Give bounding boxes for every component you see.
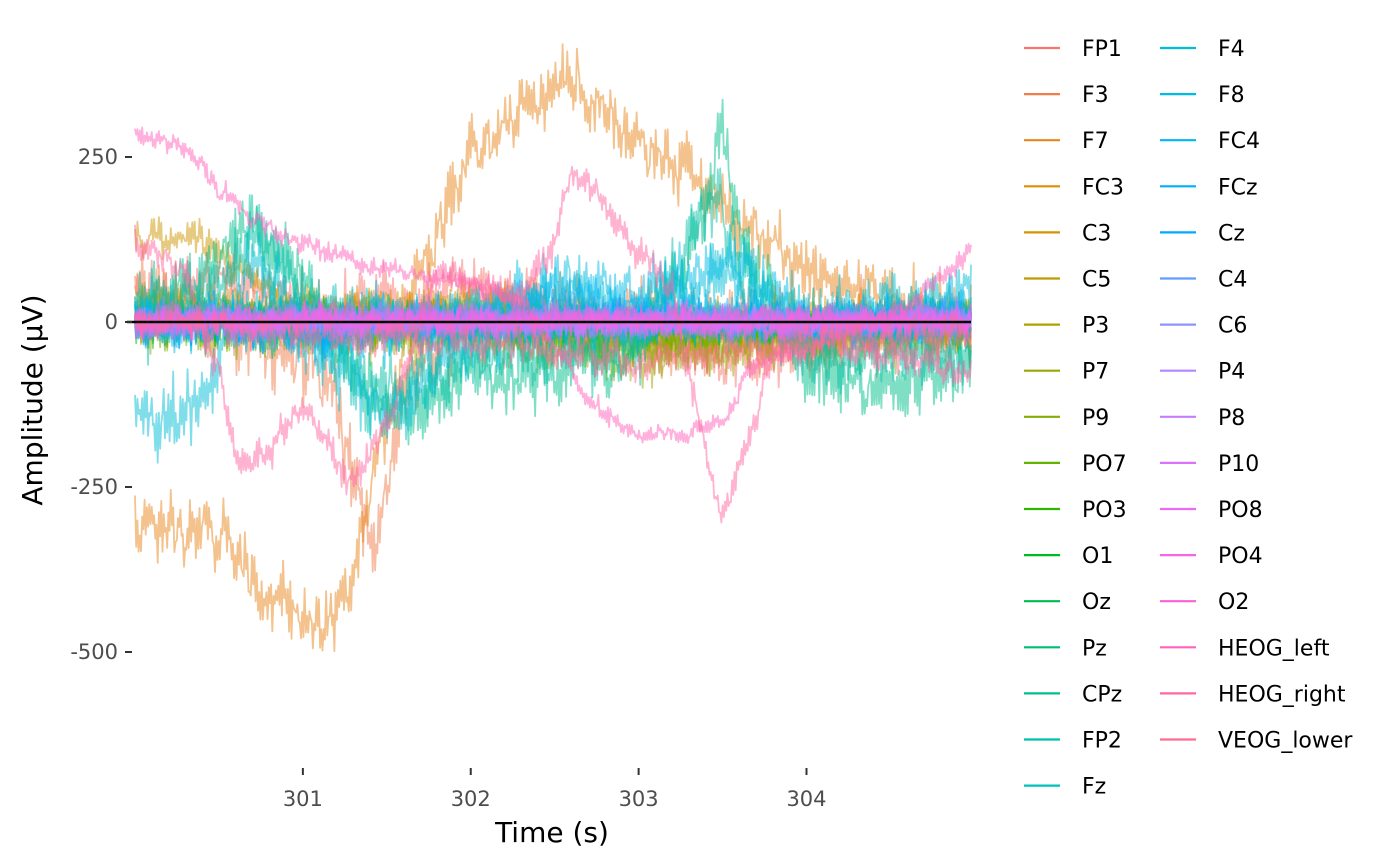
legend-item-fc4: FC4 xyxy=(1160,129,1260,154)
legend-item-p7: P7 xyxy=(1024,360,1109,385)
y-tick-label: 250 xyxy=(78,145,118,169)
legend-item-fcz: FCz xyxy=(1160,175,1258,200)
legend-label: F4 xyxy=(1218,37,1245,62)
legend: FP1 F3 F7 FC3 C3 C5 P3 P7 P9 PO7 PO3 O1 Oz Pz CPz FP2 Fz… xyxy=(1024,37,1353,800)
legend-item-c6: C6 xyxy=(1160,314,1247,339)
legend-item-o2: O2 xyxy=(1160,590,1249,615)
legend-label: PO8 xyxy=(1218,498,1263,523)
legend-label: FC4 xyxy=(1218,129,1260,154)
y-axis: 250 0 -250 -500 xyxy=(70,145,132,664)
legend-item-fz: Fz xyxy=(1024,775,1106,800)
legend-item-f7: F7 xyxy=(1024,129,1109,154)
legend-item-c5: C5 xyxy=(1024,268,1111,293)
y-tick-label: -250 xyxy=(70,475,118,499)
legend-label: O1 xyxy=(1082,544,1113,569)
legend-item-po3: PO3 xyxy=(1024,498,1127,523)
legend-item-cz: Cz xyxy=(1160,221,1245,246)
legend-label: P8 xyxy=(1218,406,1245,431)
x-tick-label: 302 xyxy=(451,787,491,811)
legend-label: FCz xyxy=(1218,175,1258,200)
legend-item-f4: F4 xyxy=(1160,37,1245,62)
legend-item-veog-lower: VEOG_lower xyxy=(1160,729,1353,754)
legend-label: Pz xyxy=(1082,636,1107,661)
legend-label: VEOG_lower xyxy=(1218,729,1353,754)
legend-item-p3: P3 xyxy=(1024,314,1109,339)
legend-label: F7 xyxy=(1082,129,1109,154)
legend-label: P7 xyxy=(1082,360,1109,385)
legend-label: Fz xyxy=(1082,775,1106,800)
legend-item-f3: F3 xyxy=(1024,83,1109,108)
legend-item-fp2: FP2 xyxy=(1024,729,1122,754)
legend-item-p10: P10 xyxy=(1160,452,1259,477)
legend-label: HEOG_left xyxy=(1218,636,1330,661)
legend-label: P9 xyxy=(1082,406,1109,431)
legend-label: F8 xyxy=(1218,83,1245,108)
legend-item-heog-left: HEOG_left xyxy=(1160,636,1330,661)
legend-label: C5 xyxy=(1082,268,1111,293)
legend-item-p4: P4 xyxy=(1160,360,1245,385)
legend-item-heog-right: HEOG_right xyxy=(1160,682,1346,707)
legend-label: FP1 xyxy=(1082,37,1122,62)
legend-label: FP2 xyxy=(1082,729,1122,754)
series-lines xyxy=(134,43,972,653)
legend-label: Cz xyxy=(1218,221,1245,246)
legend-item-c3: C3 xyxy=(1024,221,1111,246)
legend-label: C3 xyxy=(1082,221,1111,246)
legend-label: Oz xyxy=(1082,590,1111,615)
legend-label: CPz xyxy=(1082,682,1122,707)
legend-item-po4: PO4 xyxy=(1160,544,1263,569)
legend-item-fc3: FC3 xyxy=(1024,175,1124,200)
legend-item-c4: C4 xyxy=(1160,268,1247,293)
x-tick-label: 303 xyxy=(619,787,659,811)
legend-label: PO4 xyxy=(1218,544,1263,569)
legend-label: F3 xyxy=(1082,83,1109,108)
x-tick-label: 304 xyxy=(786,787,826,811)
legend-item-cpz: CPz xyxy=(1024,682,1122,707)
legend-item-f8: F8 xyxy=(1160,83,1245,108)
legend-label: HEOG_right xyxy=(1218,682,1346,707)
legend-label: PO7 xyxy=(1082,452,1127,477)
legend-label: O2 xyxy=(1218,590,1249,615)
legend-label: FC3 xyxy=(1082,175,1124,200)
legend-item-fp1: FP1 xyxy=(1024,37,1122,62)
legend-item-p8: P8 xyxy=(1160,406,1245,431)
legend-label: PO3 xyxy=(1082,498,1127,523)
x-axis-title: Time (s) xyxy=(494,816,609,849)
series-line-f7 xyxy=(134,43,972,653)
legend-item-oz: Oz xyxy=(1024,590,1111,615)
x-axis: 301 302 303 304 xyxy=(283,768,827,811)
legend-item-po7: PO7 xyxy=(1024,452,1127,477)
legend-label: P3 xyxy=(1082,314,1109,339)
legend-item-p9: P9 xyxy=(1024,406,1109,431)
legend-label: C4 xyxy=(1218,268,1247,293)
x-tick-label: 301 xyxy=(283,787,323,811)
series-line-veog-lower xyxy=(134,299,972,384)
y-tick-label: 0 xyxy=(105,310,118,334)
legend-item-po8: PO8 xyxy=(1160,498,1263,523)
legend-item-pz: Pz xyxy=(1024,636,1107,661)
legend-item-o1: O1 xyxy=(1024,544,1113,569)
y-tick-label: -500 xyxy=(70,640,118,664)
legend-label: P10 xyxy=(1218,452,1259,477)
y-axis-title: Amplitude (μV) xyxy=(16,294,49,505)
legend-label: C6 xyxy=(1218,314,1247,339)
legend-label: P4 xyxy=(1218,360,1245,385)
